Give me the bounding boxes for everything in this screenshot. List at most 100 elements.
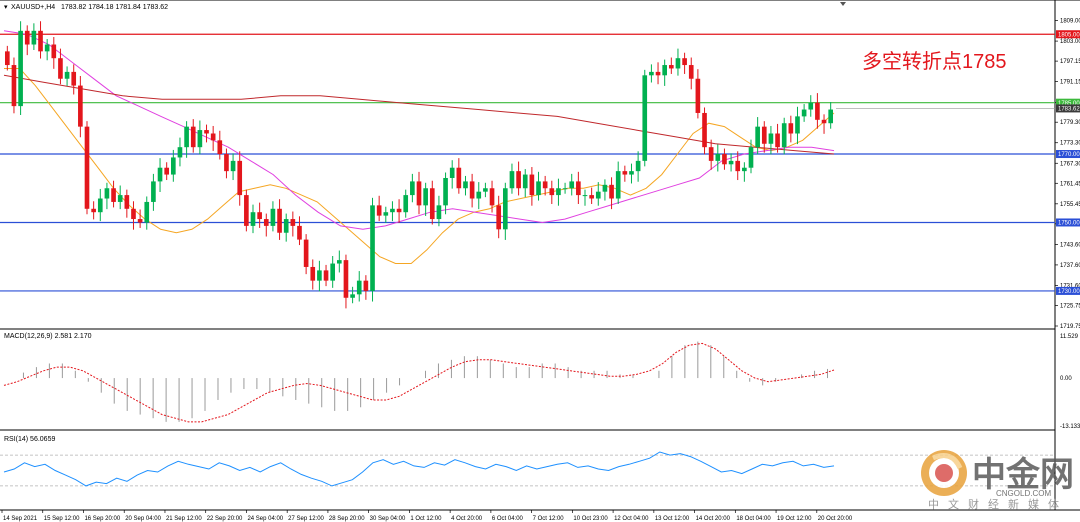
candle [436,195,442,227]
candle [164,162,170,181]
candle [602,179,608,201]
candle-body [210,133,216,141]
candle [44,39,50,61]
price-tick-label: 1803.00 [1060,39,1080,45]
price-tick-label: 1791.15 [1060,80,1080,86]
symbol-menu-icon[interactable]: ▾ [4,4,8,11]
level-label-1770.00: 1770.00 [1056,150,1080,158]
candle [788,115,794,143]
candle [64,66,70,86]
candle-body [815,102,820,120]
candle [662,59,668,86]
candle-body [788,123,794,134]
macd-indicator: 11.529 0.00 -13.133 [3,334,1080,430]
candle [71,64,77,95]
candle-body [688,65,694,79]
candle [303,234,309,275]
candle [297,216,302,246]
candle [58,48,63,85]
candle-body [170,157,176,175]
candle [502,182,508,240]
time-tick-label: 7 Oct 12:00 [533,516,565,522]
time-tick-label: 10 Oct 23:00 [573,516,608,522]
candle-body [84,126,90,209]
candle-body [662,65,668,76]
time-tick-label: 20 Oct 20:00 [818,516,853,522]
candle [768,125,774,155]
candle-body [595,191,601,199]
candle-body [423,188,428,206]
candle [735,151,741,181]
current-price-label: 1783.62 [1056,104,1080,113]
candle-body [576,181,581,196]
level-labels: 1805.00 1785.00 1770.00 1750.00 1730.00 1783.… [1056,30,1080,295]
level-label-text: 1730.00 [1058,289,1080,295]
candle-body [230,160,236,172]
rsi-indicator [0,451,1055,487]
candle-body [197,130,203,148]
candle-body [456,167,462,189]
candle [529,167,535,206]
candle-body [629,171,634,175]
candle [688,57,694,90]
candle-body [263,219,269,226]
panel-frames [0,0,1080,511]
level-label-text: 1785.00 [1058,101,1080,107]
candle [190,119,196,153]
price-tick-label: 1773.30 [1060,141,1080,147]
macd-label: MACD(12,26,9) 2.581 2.170 [4,333,92,340]
candle [131,201,136,230]
candle [117,185,123,210]
horizontal-levels [0,33,1055,292]
time-tick-label: 19 Oct 12:00 [777,516,812,522]
candle [250,204,256,234]
candle [330,256,336,288]
candle-body [702,112,707,148]
candle [781,117,787,155]
candle [230,153,236,181]
time-tick-label: 13 Oct 12:00 [655,516,690,522]
price-tick-label: 1767.30 [1060,161,1080,167]
candle-body [801,109,807,117]
moving-averages [3,30,835,264]
time-tick-label: 12 Oct 04:00 [614,516,649,522]
candle-body [4,51,10,66]
price-tick-label: 1719.75 [1060,324,1080,330]
candlesticks [4,21,834,309]
time-tick-label: 30 Sep 04:00 [370,516,406,522]
candle-body [24,30,30,45]
candle [728,153,734,172]
candle [323,264,329,287]
candle-body [317,270,322,281]
candle-body [808,102,814,110]
current-price-text: 1783.62 [1058,107,1080,113]
candle-body [244,195,249,226]
candle [363,275,369,300]
watermark-sub: CNGOLD.COM [996,489,1051,498]
candle-body [569,181,575,189]
candle [210,125,216,151]
candle [635,151,641,182]
candle [184,121,189,158]
turning-point-annotation: 多空转折点1785 [862,50,1007,73]
time-tick-label: 6 Oct 04:00 [492,516,524,522]
ma-line-fast [4,68,835,264]
candle [197,120,203,155]
candle [675,48,681,76]
candle-body [675,58,681,69]
candle-body [124,195,130,209]
candle-body [111,188,116,202]
candle [582,189,588,206]
candle [204,124,209,143]
level-label-text: 1805.00 [1058,32,1080,38]
candle-body [323,270,329,281]
candle [4,45,10,71]
time-tick-label: 4 Oct 20:00 [451,516,483,522]
time-tick-label: 20 Sep 04:00 [125,516,161,522]
candle-body [363,280,369,291]
candle-body [735,160,741,172]
candle-body [184,126,189,148]
candle [38,21,43,59]
candle-body [489,188,495,206]
candle [310,259,316,290]
